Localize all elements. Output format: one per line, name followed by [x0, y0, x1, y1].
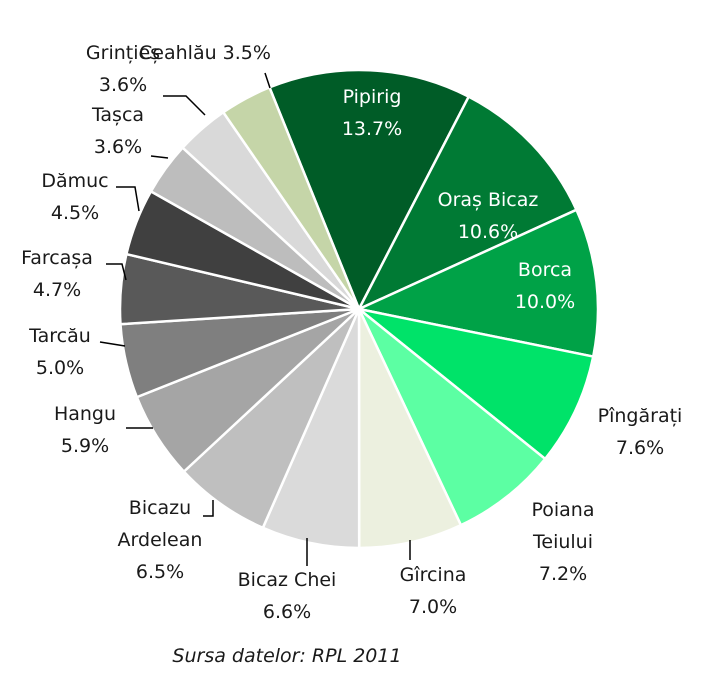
data-label: Farcașa [21, 247, 93, 269]
data-label-value: 7.6% [616, 437, 664, 459]
data-label-value: 7.0% [409, 596, 457, 618]
data-label-value: 5.0% [36, 357, 84, 379]
data-label-value: 10.0% [515, 291, 575, 313]
data-label: Hangu [54, 403, 116, 425]
data-label: Ardelean [118, 529, 203, 551]
data-label-value: 13.7% [342, 118, 402, 140]
data-label: Borca [518, 259, 572, 281]
data-label-value: 3.6% [99, 74, 147, 96]
data-label: Teiului [532, 531, 593, 553]
leader-line [150, 155, 169, 159]
data-label: Dămuc [41, 170, 108, 192]
data-label-value: 4.7% [33, 279, 81, 301]
data-label: Bicazu [129, 497, 191, 519]
pie-slice-oraș-bicaz [356, 94, 579, 312]
data-label: Gîrcina [400, 564, 467, 586]
leader-line [106, 263, 127, 281]
pie-slice-poiana-teiului [357, 308, 547, 527]
data-label: Tașca [91, 104, 144, 126]
source-note: Sursa datelor: RPL 2011 [172, 645, 401, 667]
data-label-value: 3.6% [94, 136, 142, 158]
data-label: Pipirig [343, 86, 402, 108]
leader-line [163, 95, 206, 116]
data-label-value: 7.2% [539, 563, 587, 585]
data-label-value: 6.5% [136, 561, 184, 583]
leader-line [264, 72, 271, 89]
data-label: Grințieș [86, 42, 160, 64]
data-label: Pîngărați [598, 405, 683, 427]
data-label: Tarcău [28, 325, 91, 347]
leader-line [203, 500, 214, 517]
pie-slice-pipirig [267, 68, 471, 312]
leader-line [99, 341, 126, 347]
leader-line [116, 186, 140, 212]
data-label: Poiana [531, 499, 594, 521]
data-label-value: 4.5% [51, 202, 99, 224]
data-label: Ceahlău 3.5% [139, 42, 271, 64]
data-label-value: 6.6% [263, 601, 311, 623]
data-label-value: 10.6% [458, 221, 518, 243]
data-label: Oraș Bicaz [438, 189, 539, 211]
data-label: Bicaz Chei [238, 569, 337, 591]
pie-slice-gîrcina [357, 308, 463, 550]
data-label-value: 5.9% [61, 435, 109, 457]
pie-slice-pîngărați [358, 307, 595, 461]
